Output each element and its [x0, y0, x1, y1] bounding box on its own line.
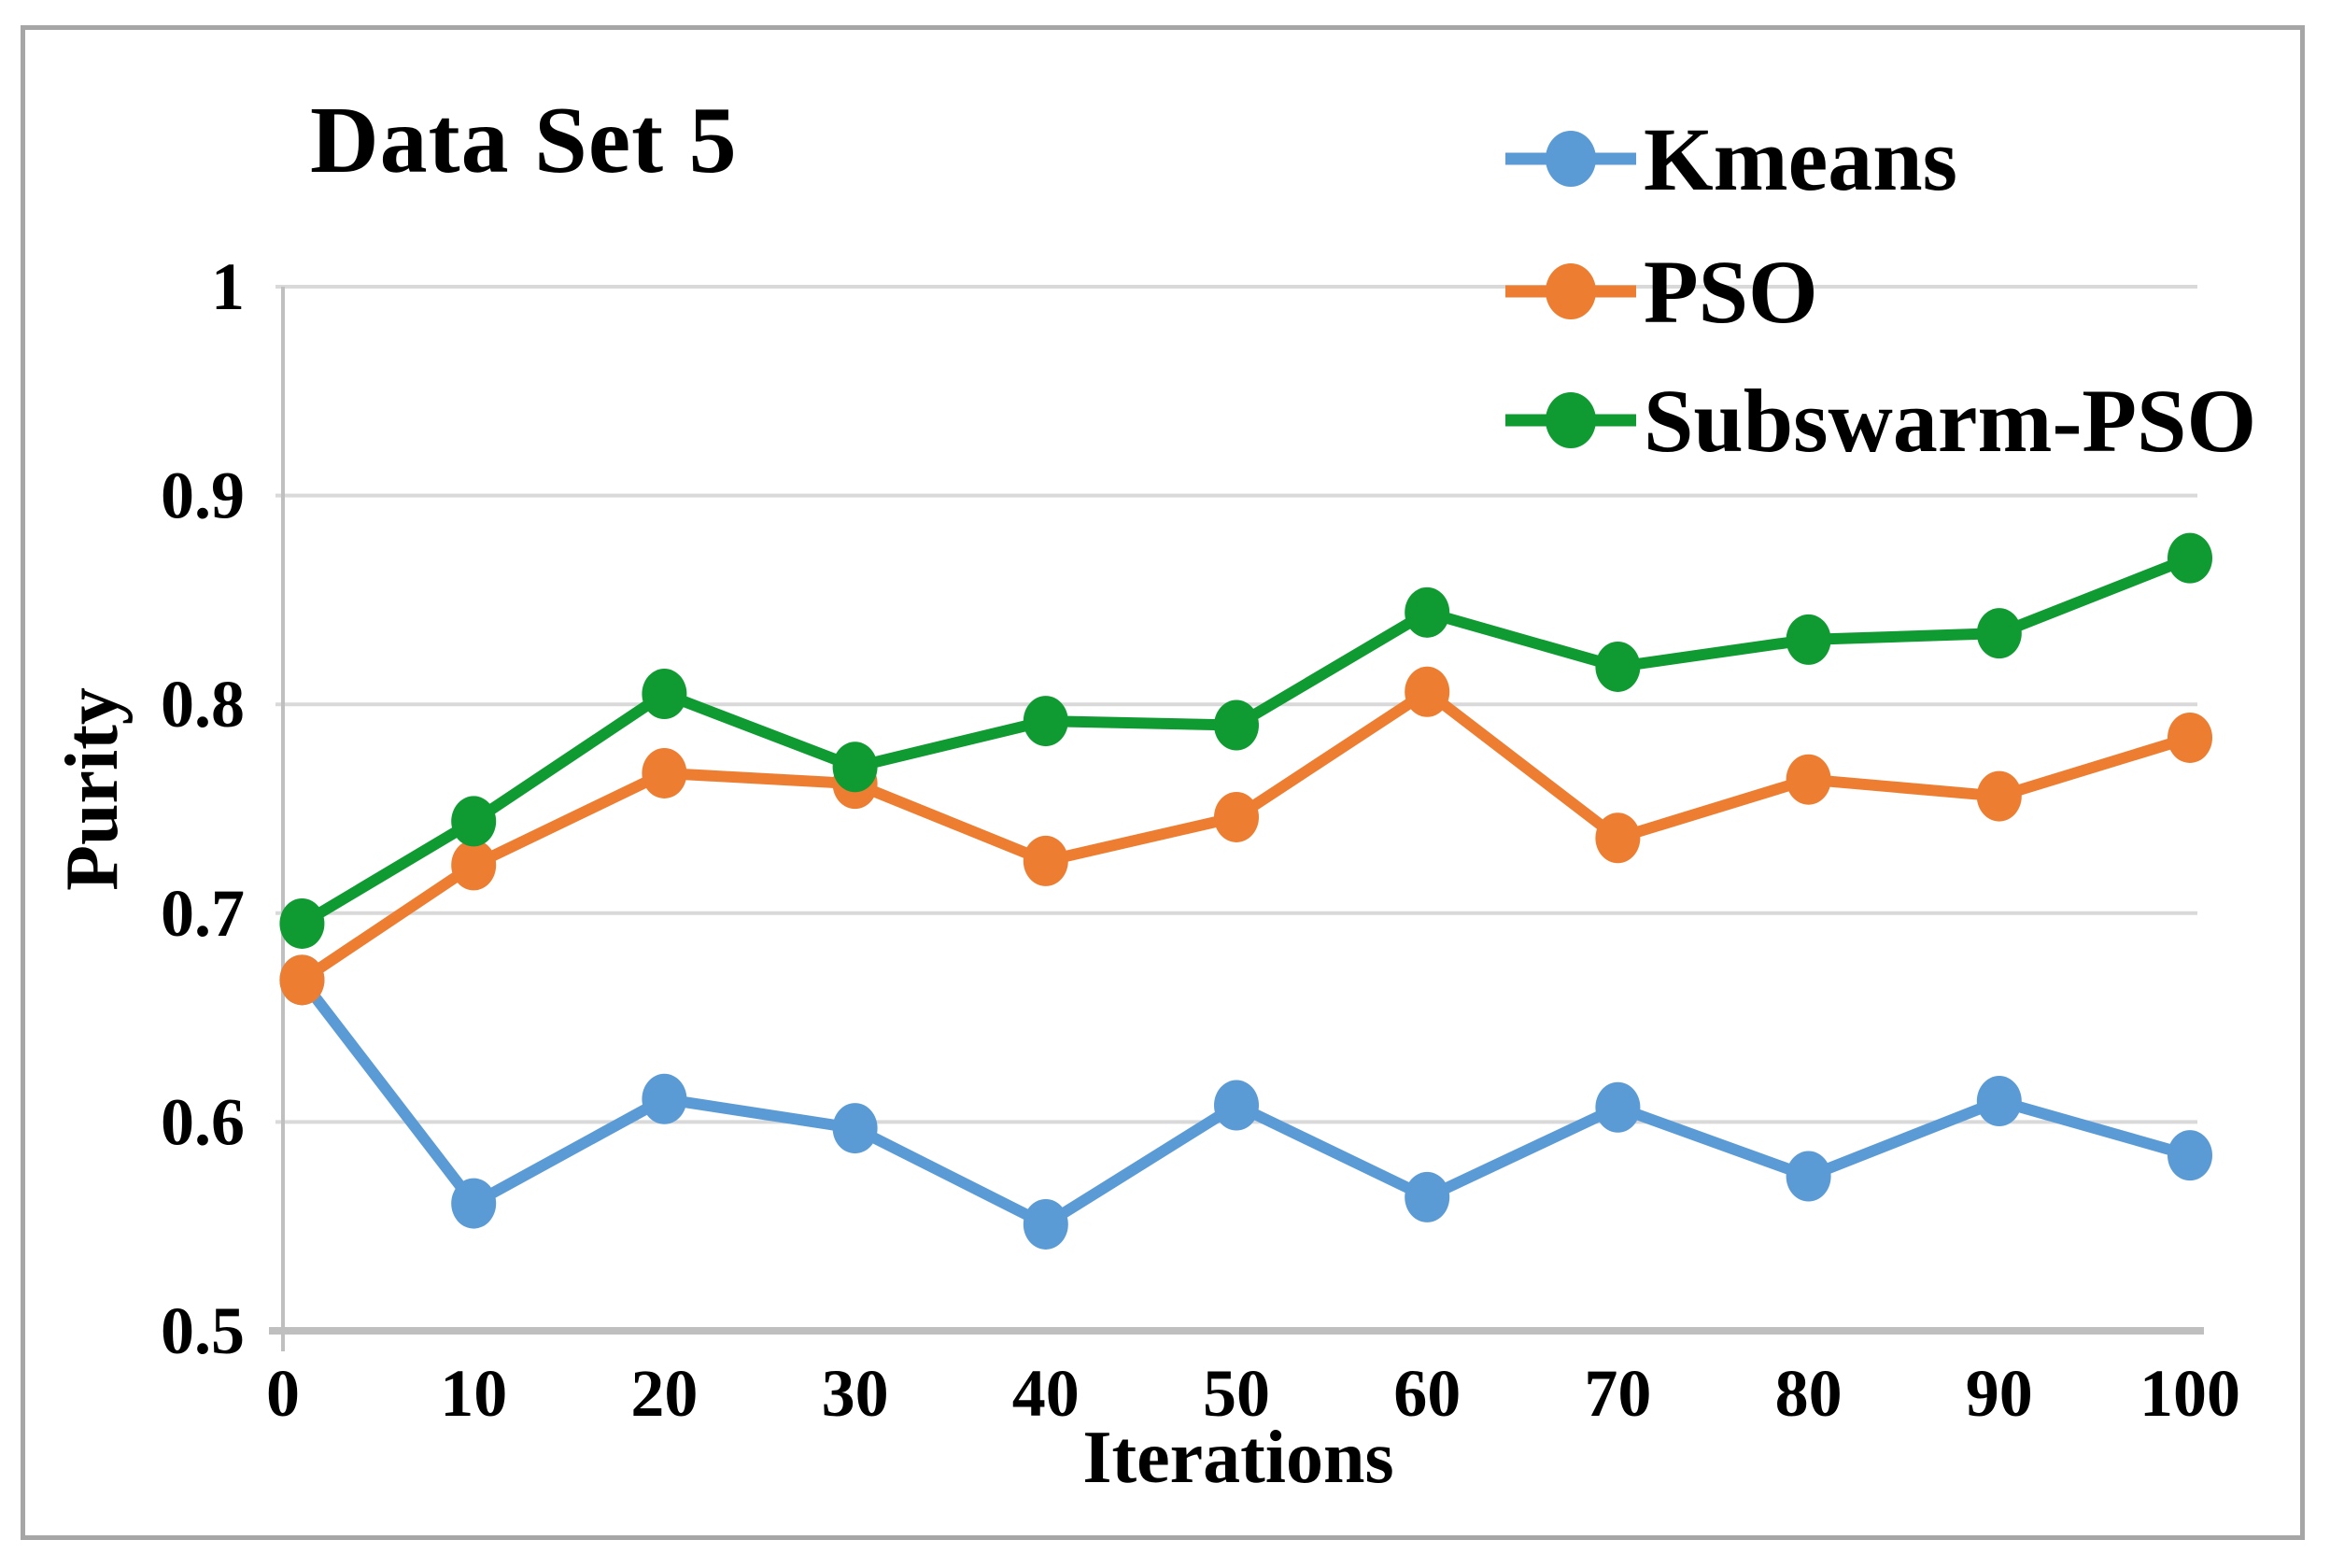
data-point-pso [642, 747, 687, 798]
y-tick-label: 1 [211, 249, 245, 324]
legend-item-kmeans: Kmeans [1505, 109, 1957, 209]
legend-item-subswarm-pso: Subswarm-PSO [1505, 371, 2256, 471]
y-tick-label: 0.9 [161, 459, 245, 533]
x-tick-label: 100 [2139, 1356, 2240, 1431]
data-point-kmeans [1405, 1171, 1450, 1222]
data-point-pso [1595, 812, 1641, 864]
kmeans-line-marker-icon [1505, 131, 1636, 187]
data-point-kmeans [1214, 1080, 1259, 1131]
y-tick-label: 0.6 [161, 1084, 245, 1159]
data-point-pso [451, 840, 497, 891]
data-point-kmeans [1786, 1151, 1831, 1202]
y-tick-label: 0.8 [161, 667, 245, 742]
data-point-kmeans [832, 1103, 878, 1154]
x-tick-label: 40 [1012, 1356, 1080, 1431]
data-point-pso [1214, 791, 1259, 842]
x-tick-label: 20 [630, 1356, 698, 1431]
data-point-subswarm-pso [1786, 614, 1831, 665]
data-point-kmeans [642, 1073, 687, 1124]
x-tick-label: 70 [1584, 1356, 1651, 1431]
data-point-pso [1786, 754, 1831, 805]
data-point-subswarm-pso [642, 669, 687, 720]
y-tick-label: 0.5 [161, 1293, 245, 1368]
pso-line-marker-icon [1505, 263, 1636, 319]
data-point-subswarm-pso [2168, 532, 2212, 584]
data-point-subswarm-pso [832, 742, 878, 793]
chart-title: Data Set 5 [310, 88, 738, 193]
data-point-subswarm-pso [451, 796, 497, 847]
legend-label-pso: PSO [1644, 241, 1818, 342]
legend-item-pso: PSO [1505, 242, 1818, 342]
data-point-subswarm-pso [279, 897, 325, 949]
data-point-subswarm-pso [1405, 586, 1450, 638]
data-point-kmeans [1595, 1081, 1641, 1133]
x-tick-label: 50 [1203, 1356, 1270, 1431]
legend-label-kmeans: Kmeans [1644, 108, 1957, 209]
x-tick-label: 0 [266, 1356, 300, 1431]
data-point-pso [279, 954, 325, 1006]
chart-outer-frame [21, 25, 2305, 1540]
data-point-pso [1405, 666, 1450, 717]
data-point-subswarm-pso [1595, 641, 1641, 692]
data-point-subswarm-pso [1214, 699, 1259, 751]
x-tick-label: 10 [440, 1356, 507, 1431]
data-point-pso [2168, 712, 2212, 763]
y-axis-title: Purity [51, 687, 134, 891]
data-point-kmeans [2168, 1130, 2212, 1181]
x-tick-label: 30 [822, 1356, 889, 1431]
x-axis-title: Iterations [1082, 1417, 1394, 1499]
x-tick-label: 90 [1966, 1356, 2033, 1431]
subswarm-pso-line-marker-icon [1505, 392, 1636, 448]
x-tick-label: 60 [1393, 1356, 1461, 1431]
legend-label-subswarm-pso: Subswarm-PSO [1644, 370, 2257, 471]
data-point-kmeans [1023, 1198, 1068, 1250]
data-point-pso [1023, 835, 1068, 886]
data-point-subswarm-pso [1976, 608, 2022, 659]
data-point-subswarm-pso [1023, 696, 1068, 747]
data-point-kmeans [451, 1178, 497, 1229]
y-tick-label: 0.7 [161, 876, 245, 951]
data-point-pso [1976, 770, 2022, 822]
x-tick-label: 80 [1775, 1356, 1843, 1431]
data-point-kmeans [1976, 1076, 2022, 1127]
